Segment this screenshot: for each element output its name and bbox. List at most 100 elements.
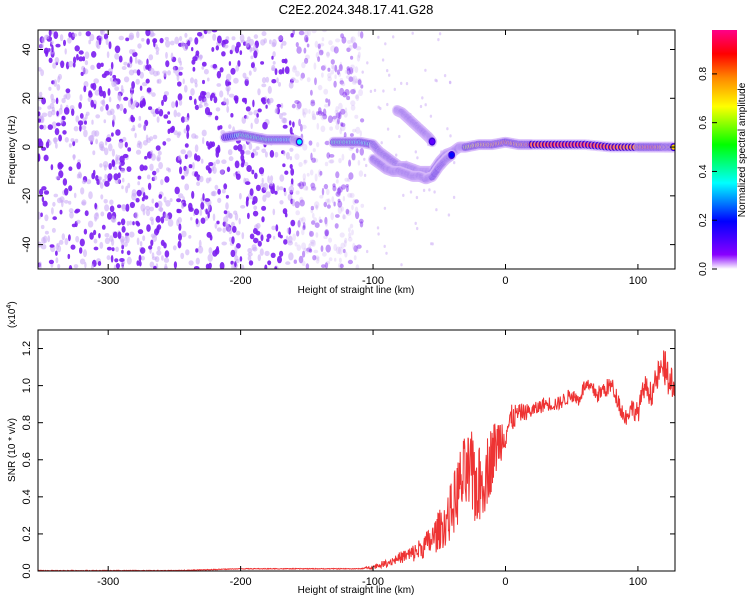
noise-speckle [235, 230, 241, 236]
noise-speckle [317, 169, 322, 178]
noise-speckle [293, 64, 297, 71]
noise-speckle [308, 248, 313, 253]
noise-speckle [109, 235, 114, 242]
snr-x-ticks: -300 -200 -100 0 100 [97, 330, 647, 588]
noise-speckle [91, 51, 97, 58]
noise-speckle [301, 260, 306, 267]
noise-speckle [204, 198, 211, 202]
noise-speckle [123, 96, 129, 101]
noise-speckle [133, 100, 138, 107]
noise-speckle [190, 77, 194, 84]
noise-speckle [279, 174, 285, 182]
noise-speckle [95, 138, 98, 145]
colorbar-tick-label: 0.0 [698, 262, 709, 276]
noise-speckle [118, 55, 123, 63]
noise-speckle [55, 97, 59, 105]
noise-speckle [245, 115, 249, 120]
noise-speckle [249, 188, 254, 196]
noise-speckle [59, 34, 64, 42]
noise-speckle [308, 230, 312, 237]
noise-speckle [74, 138, 79, 143]
noise-speckle [116, 104, 120, 111]
noise-speckle [327, 98, 331, 107]
noise-speckle [339, 87, 345, 96]
noise-speckle [316, 111, 319, 116]
noise-speckle [163, 242, 167, 249]
y-tick-label: 0.0 [21, 563, 33, 578]
noise-speckle [122, 136, 127, 142]
snr-x-axis-label: Height of straight line (km) [298, 585, 415, 596]
noise-speckle [188, 260, 194, 266]
noise-speckle [110, 215, 116, 223]
noise-speckle [254, 117, 259, 125]
noise-speckle [244, 97, 247, 105]
figure-title: C2E2.2024.348.17.41.G28 [279, 2, 434, 17]
noise-speckle [346, 47, 351, 53]
noise-speckle [81, 199, 87, 206]
noise-speckle [352, 128, 357, 133]
noise-speckle [301, 61, 306, 69]
noise-speckle [115, 129, 121, 136]
noise-speckle [235, 258, 240, 264]
noise-speckle [386, 69, 389, 73]
noise-speckle [360, 118, 365, 123]
noise-speckle [131, 81, 136, 89]
noise-speckle [335, 171, 340, 179]
noise-speckle [316, 256, 320, 261]
noise-speckle [104, 173, 108, 180]
noise-speckle [140, 247, 146, 254]
noise-speckle [305, 54, 310, 60]
noise-speckle [105, 137, 112, 143]
noise-speckle [302, 178, 306, 184]
noise-speckle [416, 226, 419, 231]
noise-speckle [244, 76, 249, 81]
noise-speckle [324, 229, 330, 237]
noise-speckle [211, 141, 216, 147]
noise-speckle [363, 157, 366, 161]
noise-speckle [146, 224, 151, 232]
noise-speckle [197, 245, 204, 254]
noise-speckle [309, 242, 315, 246]
noise-speckle [103, 33, 109, 40]
noise-speckle [98, 37, 102, 46]
noise-speckle [354, 95, 359, 99]
noise-speckle [100, 211, 105, 217]
noise-speckle [288, 252, 294, 261]
noise-speckle [264, 250, 270, 257]
noise-speckle [296, 244, 302, 251]
noise-speckle [143, 64, 146, 72]
noise-speckle [248, 260, 254, 266]
noise-speckle [269, 150, 275, 158]
noise-speckle [274, 151, 279, 158]
signal-core [429, 139, 435, 145]
noise-speckle [81, 179, 87, 185]
noise-speckle [327, 115, 333, 123]
noise-speckle [156, 70, 160, 76]
noise-speckle [262, 194, 267, 202]
noise-speckle [84, 51, 90, 59]
noise-speckle [45, 141, 50, 149]
noise-speckle [382, 89, 385, 93]
noise-speckle [100, 146, 106, 152]
noise-speckle [344, 89, 350, 96]
noise-speckle [429, 114, 433, 118]
noise-speckle [53, 79, 58, 87]
noise-speckle [68, 60, 74, 68]
noise-speckle [279, 113, 283, 120]
noise-speckle [108, 163, 112, 170]
noise-speckle [343, 111, 348, 118]
noise-speckle [260, 39, 266, 46]
noise-speckle [125, 203, 130, 212]
noise-speckle [137, 181, 141, 186]
noise-speckle [321, 72, 324, 78]
noise-speckle [353, 255, 357, 261]
noise-speckle [193, 98, 197, 106]
noise-speckle [38, 211, 42, 220]
noise-speckle [239, 256, 243, 262]
noise-speckle [148, 245, 153, 250]
noise-speckle [325, 98, 329, 103]
noise-speckle [319, 170, 323, 176]
noise-speckle [55, 175, 61, 180]
noise-speckle [266, 238, 270, 243]
noise-speckle [232, 225, 237, 233]
